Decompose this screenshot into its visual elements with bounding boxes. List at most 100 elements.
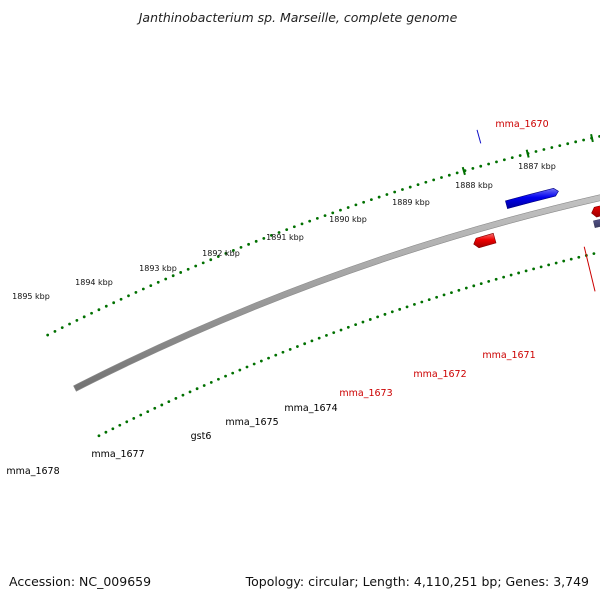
ring-dot bbox=[383, 312, 387, 316]
ring-dot bbox=[90, 311, 93, 315]
ring-dot bbox=[119, 297, 123, 301]
ring-dot bbox=[156, 280, 160, 284]
forward-strand-arrow bbox=[505, 187, 559, 209]
ring-dot bbox=[139, 413, 143, 417]
gene-label: mma_1674 bbox=[284, 403, 337, 414]
leader-line bbox=[583, 246, 596, 292]
ring-dot bbox=[494, 277, 498, 281]
ring-dot bbox=[558, 144, 562, 148]
ring-dot bbox=[216, 255, 220, 258]
ring-dot bbox=[510, 156, 514, 160]
gene-mma_1671[interactable]: mma_1671 bbox=[482, 171, 600, 361]
tick-label: 1887 kbp bbox=[518, 162, 556, 171]
gene-mma_1675[interactable]: mma_1675 bbox=[225, 417, 278, 428]
ring-dot bbox=[285, 228, 289, 232]
ring-dot bbox=[281, 350, 285, 354]
ring-dot bbox=[471, 167, 475, 170]
gene-gst6[interactable]: gst6 bbox=[191, 431, 212, 442]
tick-label: 1893 kbp bbox=[139, 264, 177, 273]
ring-dot bbox=[315, 216, 319, 220]
ring-dot bbox=[46, 333, 50, 337]
ring-dot bbox=[424, 180, 428, 184]
ring-dot bbox=[164, 277, 168, 281]
ring-dot bbox=[247, 242, 250, 246]
ring-dot bbox=[534, 150, 538, 153]
ring-dot bbox=[455, 171, 459, 175]
genome-backbone bbox=[73, 194, 600, 392]
tick-label: 1889 kbp bbox=[392, 198, 430, 207]
ring-dot bbox=[308, 219, 312, 223]
ring-dot bbox=[368, 318, 372, 321]
ring-dot bbox=[53, 329, 57, 333]
ring-dot bbox=[562, 259, 566, 263]
ring-dot bbox=[346, 206, 350, 209]
ring-dot bbox=[569, 257, 573, 261]
ring-dot bbox=[174, 396, 178, 400]
gene-label: mma_1677 bbox=[91, 449, 144, 460]
ring-dot bbox=[362, 200, 366, 204]
tick-1887: 1887 kbp bbox=[461, 162, 556, 176]
ring-dot bbox=[201, 261, 205, 265]
ring-dot bbox=[179, 271, 183, 274]
ring-dot bbox=[252, 362, 256, 366]
ring-dot bbox=[440, 176, 443, 179]
tick-1893: 1893 kbp bbox=[139, 264, 177, 273]
gene-mma_1672[interactable]: mma_1672 bbox=[413, 158, 600, 380]
ring-dot bbox=[542, 148, 546, 151]
ring-dot bbox=[303, 342, 307, 346]
ring-dot bbox=[209, 380, 213, 384]
tick-line bbox=[590, 133, 594, 143]
ring-dot bbox=[354, 323, 358, 327]
ring-dot bbox=[376, 315, 380, 319]
ring-dot bbox=[390, 310, 394, 314]
map-title: Janthinobacterium sp. Marseille, complet… bbox=[136, 10, 458, 25]
gene-mma_1673[interactable]: mma_1673 bbox=[339, 148, 600, 399]
tick-line bbox=[525, 149, 530, 158]
tick-label: 1892 kbp bbox=[202, 249, 240, 258]
ring-dot bbox=[487, 162, 490, 166]
ring-dot bbox=[592, 252, 596, 256]
gene-label: mma_1675 bbox=[225, 417, 278, 428]
ring-dot bbox=[427, 298, 431, 302]
ring-dot bbox=[566, 142, 570, 146]
ring-dot bbox=[104, 430, 108, 434]
tick-label: 1894 kbp bbox=[75, 278, 113, 287]
ring-dot bbox=[296, 345, 299, 348]
ring-dot bbox=[209, 258, 213, 262]
ring-dot bbox=[111, 427, 115, 431]
ring-dot bbox=[420, 300, 424, 304]
ring-dot bbox=[401, 188, 404, 191]
ring-dot bbox=[577, 255, 581, 259]
tick-label: 1891 kbp bbox=[266, 233, 304, 242]
ring-dot bbox=[317, 336, 321, 340]
ring-dot bbox=[134, 290, 138, 294]
ring-dot bbox=[68, 322, 71, 326]
ring-dot bbox=[517, 271, 521, 275]
gene-mma_1677[interactable]: mma_1677 bbox=[91, 449, 144, 460]
gene-mma_1674[interactable]: mma_1674 bbox=[284, 403, 337, 414]
ring-dot bbox=[277, 231, 281, 234]
ring-dot bbox=[171, 274, 175, 278]
gene-mma_1678[interactable]: mma_1678 bbox=[6, 466, 59, 477]
gene-label: mma_1678 bbox=[6, 466, 59, 477]
gene-label: mma_1671 bbox=[482, 350, 535, 361]
ring-dot bbox=[332, 331, 336, 335]
ring-dot bbox=[432, 178, 436, 182]
ring-dot bbox=[167, 400, 171, 404]
ring-dot bbox=[574, 140, 578, 144]
ring-dot bbox=[502, 275, 506, 279]
ring-dot bbox=[217, 377, 220, 381]
ring-dot bbox=[188, 390, 192, 394]
leader-line bbox=[476, 129, 482, 144]
reverse-strand-arrow bbox=[591, 205, 600, 218]
ring-dot bbox=[435, 295, 439, 299]
ring-dot bbox=[408, 185, 412, 189]
ring-dot bbox=[125, 420, 129, 424]
ring-dot bbox=[186, 267, 190, 271]
ring-dot bbox=[231, 371, 235, 375]
ring-dot bbox=[292, 225, 296, 229]
ring-dot bbox=[127, 294, 130, 298]
ring-dot bbox=[262, 236, 266, 240]
ring-dot bbox=[323, 214, 327, 217]
